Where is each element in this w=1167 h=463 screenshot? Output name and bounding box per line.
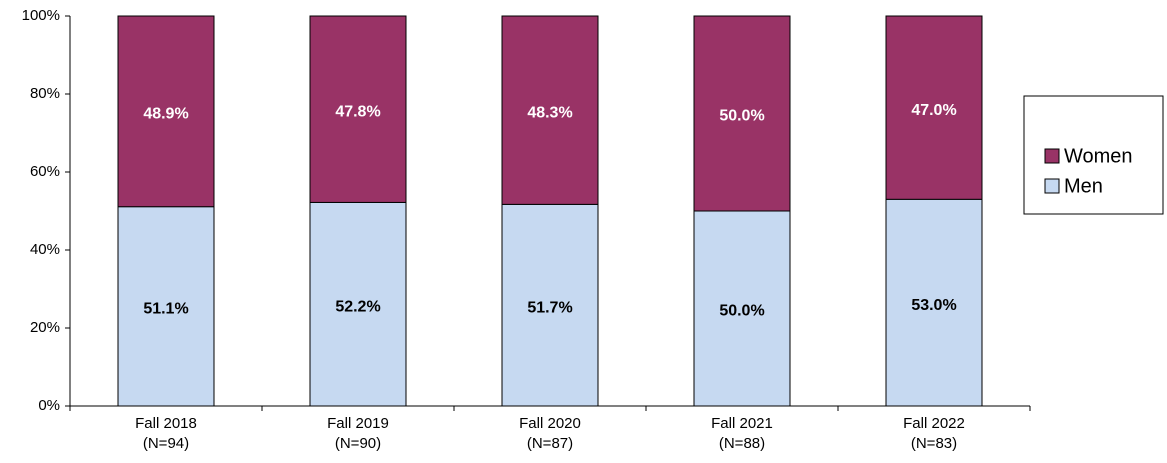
bar-segment — [693, 15, 791, 212]
value-label: 51.1% — [143, 301, 188, 318]
value-label: 50.0% — [719, 108, 764, 125]
bar-segment — [501, 15, 599, 205]
legend-swatch — [1044, 148, 1060, 164]
value-label: 48.9% — [143, 106, 188, 123]
legend-label: Men — [1064, 175, 1103, 197]
value-label: 47.0% — [911, 102, 956, 119]
x-tick-label: Fall 2021 — [711, 415, 773, 432]
x-tick-label: (N=83) — [911, 435, 957, 452]
x-tick-label: (N=87) — [527, 435, 573, 452]
x-tick-label: (N=90) — [335, 435, 381, 452]
x-tick-label: Fall 2022 — [903, 415, 965, 432]
y-tick-label: 20% — [30, 319, 60, 336]
value-label: 48.3% — [527, 104, 572, 121]
x-tick-label: Fall 2018 — [135, 415, 197, 432]
value-label: 47.8% — [335, 103, 380, 120]
x-tick-label: (N=88) — [719, 435, 765, 452]
bar-segment — [117, 15, 215, 208]
y-tick-label: 60% — [30, 163, 60, 180]
y-tick-label: 100% — [22, 7, 60, 24]
y-tick-label: 40% — [30, 241, 60, 258]
x-tick-label: Fall 2020 — [519, 415, 581, 432]
legend-swatch — [1044, 178, 1060, 194]
bar-segment — [501, 203, 599, 407]
value-label: 50.0% — [719, 303, 764, 320]
value-label: 51.7% — [527, 299, 572, 316]
y-tick-label: 80% — [30, 85, 60, 102]
bar-segment — [885, 15, 983, 200]
value-label: 52.2% — [335, 298, 380, 315]
bar-segment — [309, 15, 407, 203]
y-tick-label: 0% — [38, 397, 60, 414]
bar-segment — [117, 206, 215, 407]
value-label: 53.0% — [911, 297, 956, 314]
x-tick-label: Fall 2019 — [327, 415, 389, 432]
bar-segment — [885, 198, 983, 407]
bar-segment — [309, 201, 407, 407]
bar-segment — [693, 210, 791, 407]
legend-label: Women — [1064, 145, 1133, 167]
x-tick-label: (N=94) — [143, 435, 189, 452]
